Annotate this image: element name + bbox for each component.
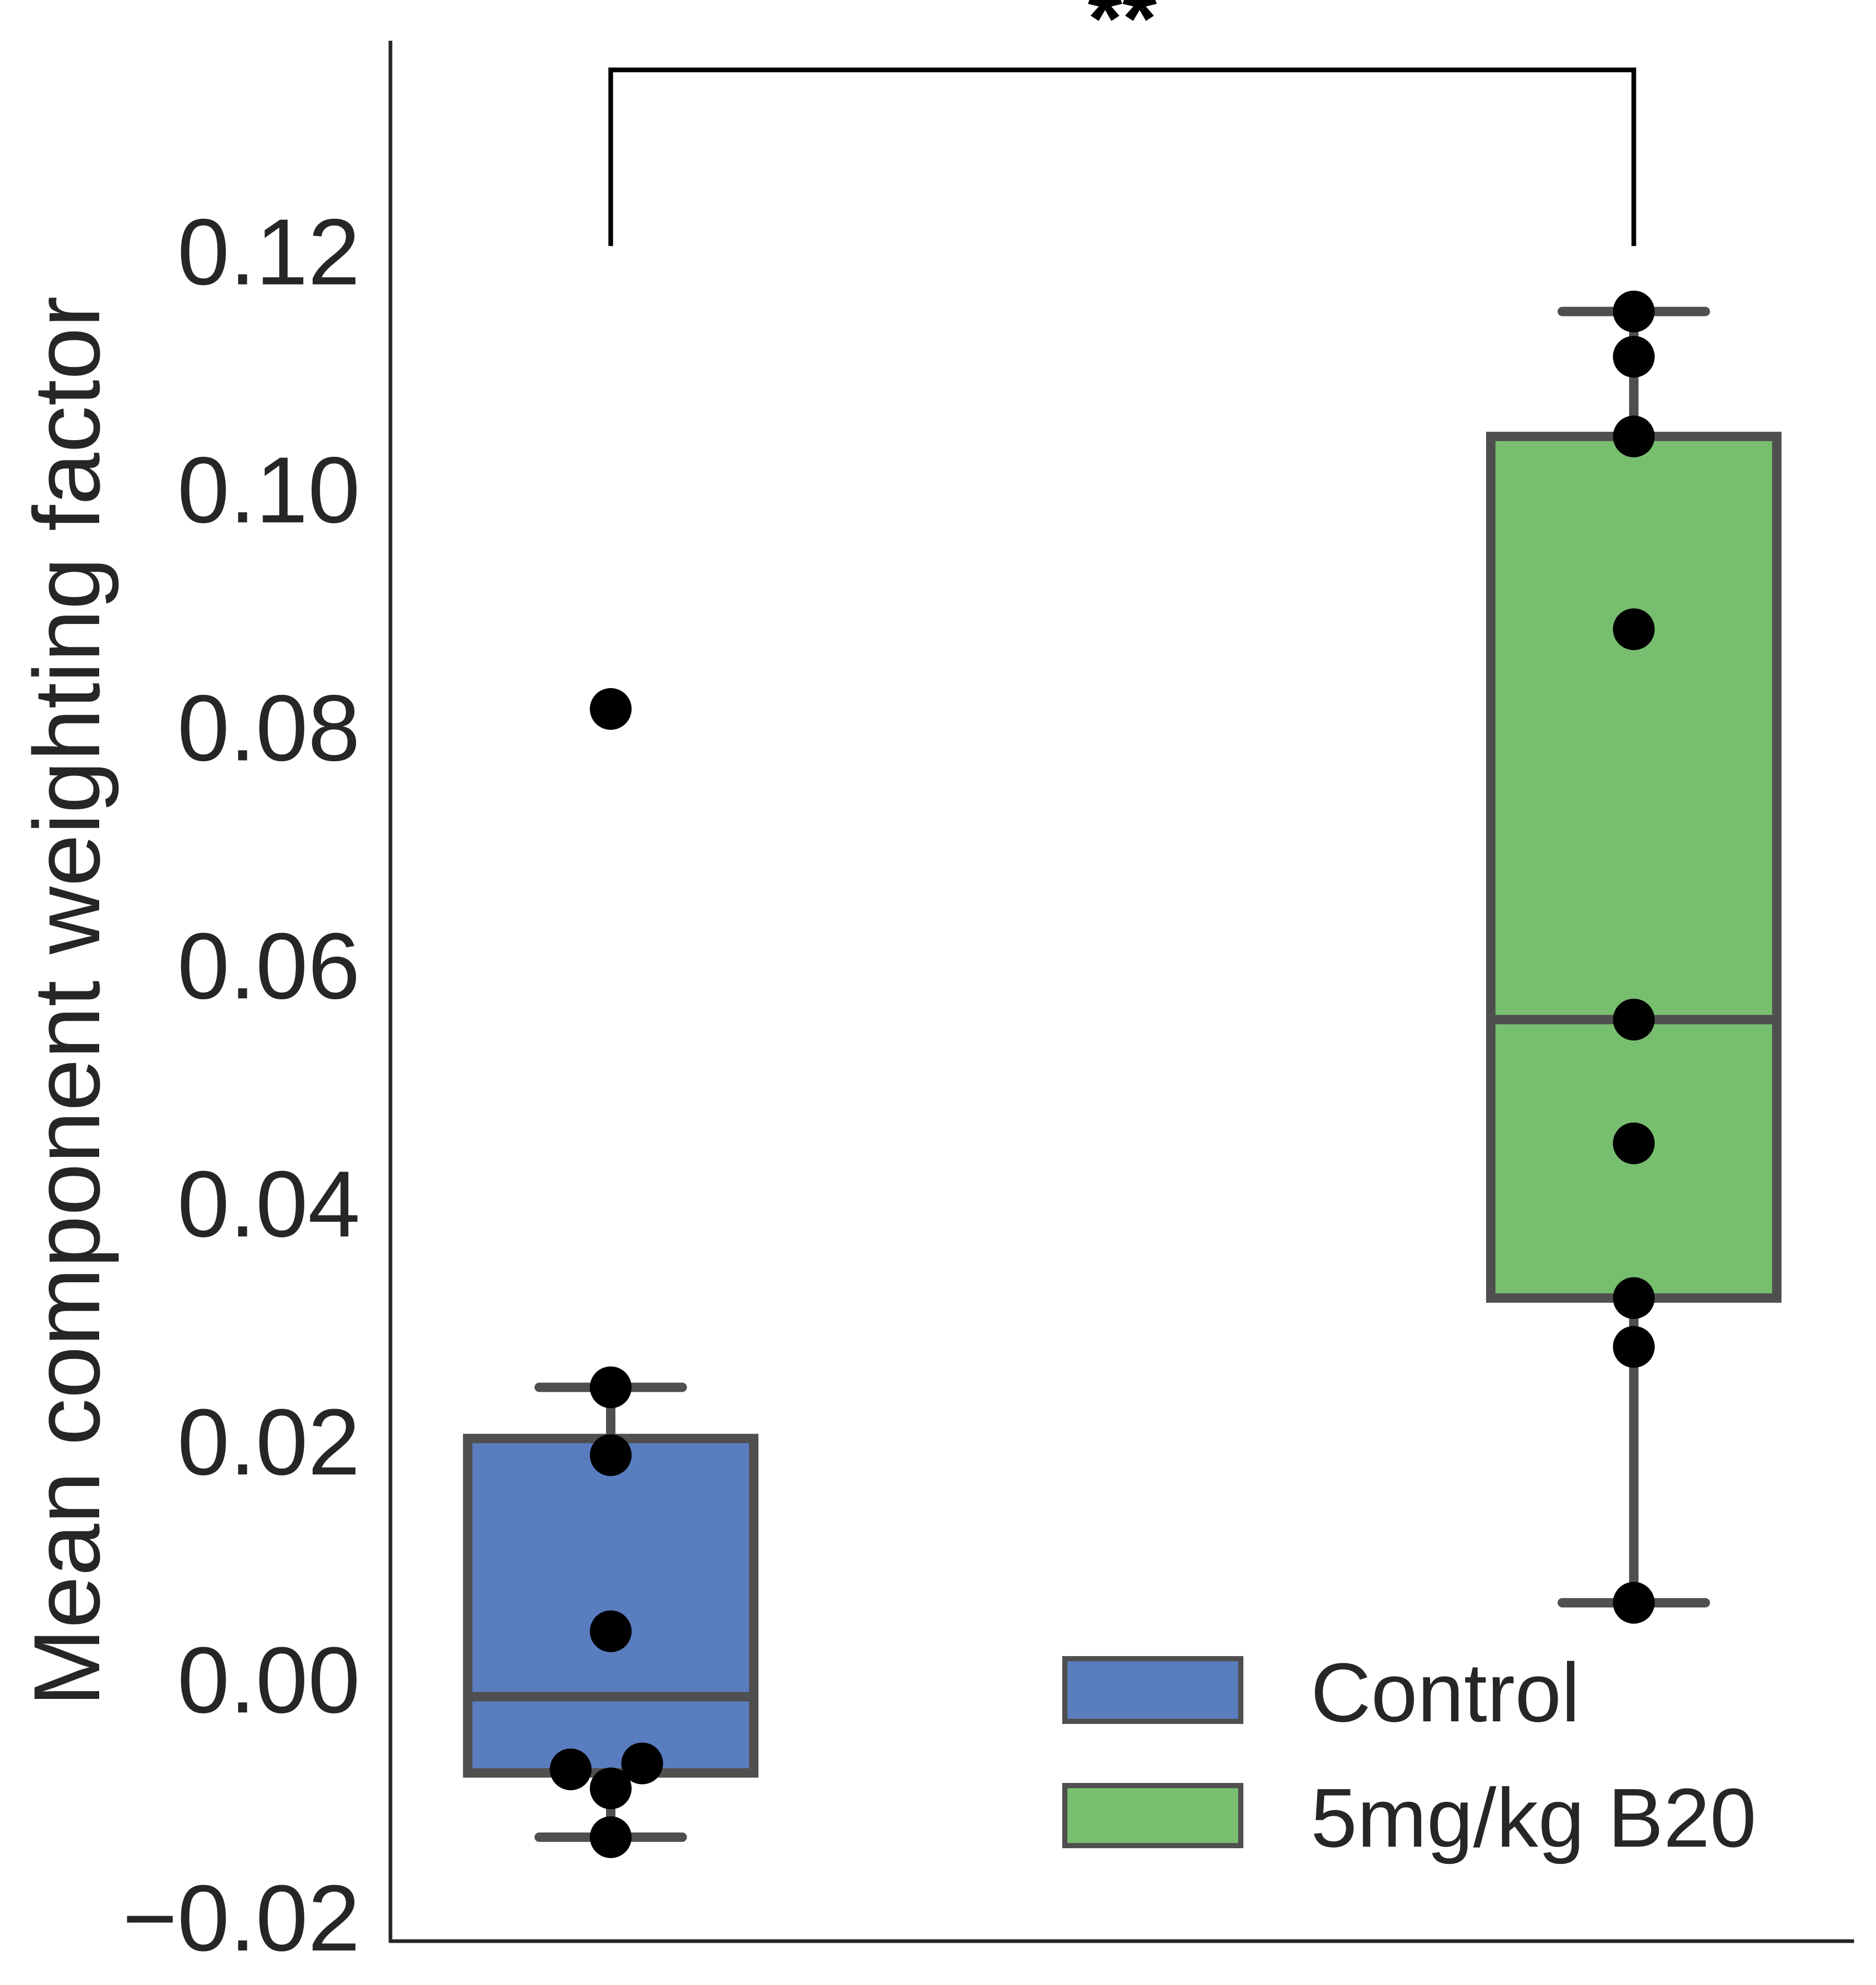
data-point	[621, 1742, 663, 1785]
data-point	[590, 1434, 632, 1476]
y-tick-label: 0.12	[177, 200, 360, 305]
box	[463, 1434, 758, 1778]
data-point	[1613, 336, 1655, 378]
data-point	[1613, 998, 1655, 1041]
data-point	[590, 1610, 632, 1652]
data-point	[590, 1816, 632, 1858]
data-point	[1613, 1326, 1655, 1368]
y-tick-label: 0.10	[177, 438, 360, 543]
data-point	[590, 1767, 632, 1810]
y-axis-label: Mean component weighting factor	[15, 296, 120, 1707]
y-tick-labels: −0.02 0.00 0.02 0.04 0.06 0.08 0.10 0.12	[123, 200, 360, 1971]
y-tick-label: 0.02	[177, 1390, 360, 1495]
legend: Control 5mg/kg B20	[1062, 1646, 1756, 1864]
box	[1486, 431, 1782, 1303]
legend-label-b20: 5mg/kg B20	[1311, 1771, 1756, 1864]
y-tick-label: 0.06	[177, 914, 360, 1019]
data-point	[590, 688, 632, 730]
data-point	[1613, 608, 1655, 651]
y-tick-label: 0.08	[177, 676, 360, 781]
legend-swatch-control	[1062, 1656, 1243, 1724]
data-point	[1613, 290, 1655, 333]
data-point	[1613, 1277, 1655, 1319]
significance-annotation: **	[608, 0, 1636, 246]
significance-label: **	[1088, 0, 1157, 68]
plot-marks	[463, 290, 1782, 1858]
data-point	[1613, 1581, 1655, 1624]
data-point	[1613, 415, 1655, 457]
y-tick-label: 0.04	[177, 1152, 360, 1257]
significance-bracket	[608, 67, 1636, 246]
y-tick-label: −0.02	[123, 1866, 360, 1971]
y-tick-label: 0.00	[177, 1628, 360, 1733]
legend-label-control: Control	[1311, 1646, 1580, 1739]
data-point	[1613, 1122, 1655, 1164]
legend-swatch-b20	[1062, 1783, 1243, 1848]
data-point	[590, 1366, 632, 1409]
data-point	[550, 1748, 592, 1790]
